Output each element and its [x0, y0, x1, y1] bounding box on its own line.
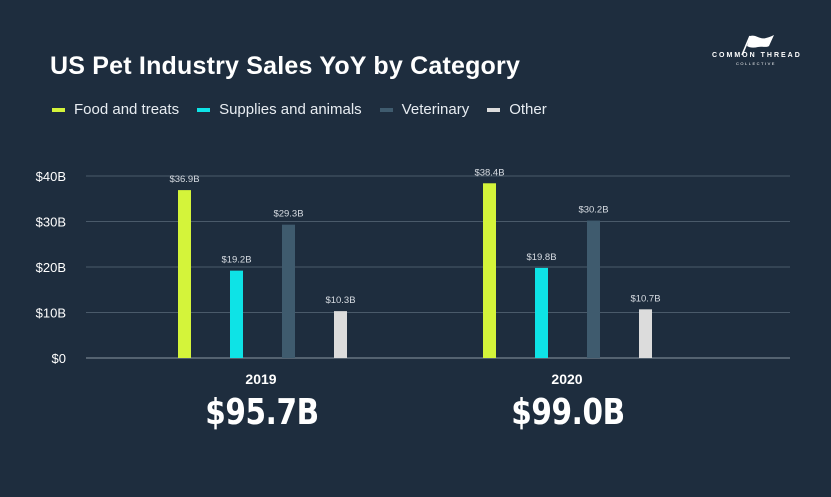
logo-brand: COMMON THREAD [712, 52, 802, 59]
bar-2019-veterinary [282, 224, 295, 358]
legend-item-supplies: Supplies and animals [197, 101, 362, 118]
chart-legend: Food and treats Supplies and animals Vet… [52, 101, 565, 118]
legend-item-food: Food and treats [52, 101, 179, 118]
legend-swatch-veterinary [379, 107, 393, 112]
logo-sub: COLLECTIVE [736, 61, 776, 66]
legend-label-supplies: Supplies and animals [219, 101, 362, 118]
bar-2019-food-and-treats [178, 190, 191, 358]
common-thread-logo: COMMON THREAD COLLECTIVE [712, 34, 800, 74]
total-2020: $99.0B [511, 392, 625, 433]
bar-2020-supplies-and-animals [535, 267, 548, 358]
legend-swatch-other [487, 107, 501, 112]
y-tick-label-30: $30B [36, 215, 66, 230]
legend-item-other: Other [487, 101, 547, 118]
bar-2020-veterinary [587, 220, 600, 358]
legend-swatch-food [52, 107, 65, 112]
y-tick-label-40: $40B [36, 169, 66, 184]
chart-title: US Pet Industry Sales YoY by Category [50, 52, 521, 80]
y-tick-label-10: $10B [36, 306, 66, 321]
data-label-2019-3: $10.3B [325, 295, 355, 306]
legend-item-veterinary: Veterinary [379, 101, 470, 118]
data-label-2019-2: $29.3B [273, 209, 303, 220]
y-tick-label-20: $20B [36, 260, 66, 275]
legend-label-other: Other [509, 101, 547, 118]
data-label-2019-1: $19.2B [221, 255, 251, 266]
flag-icon [741, 35, 774, 56]
data-label-2020-1: $19.8B [526, 252, 556, 263]
legend-label-veterinary: Veterinary [401, 101, 470, 118]
legend-label-food: Food and treats [74, 101, 180, 118]
bar-2019-other [334, 311, 347, 358]
total-2019: $95.7B [205, 392, 319, 433]
bar-2019-supplies-and-animals [230, 270, 243, 358]
bar-2020-other [639, 309, 652, 358]
bar-2020-food-and-treats [483, 183, 496, 358]
year-label-2019: 2019 [245, 371, 277, 387]
y-tick-label-0: $0 [52, 351, 66, 366]
data-label-2020-2: $30.2B [578, 205, 608, 216]
data-label-2019-0: $36.9B [169, 174, 199, 185]
year-label-2020: 2020 [551, 371, 583, 387]
data-label-2020-3: $10.7B [630, 293, 660, 304]
legend-swatch-supplies [197, 107, 211, 112]
data-label-2020-0: $38.4B [474, 167, 504, 178]
